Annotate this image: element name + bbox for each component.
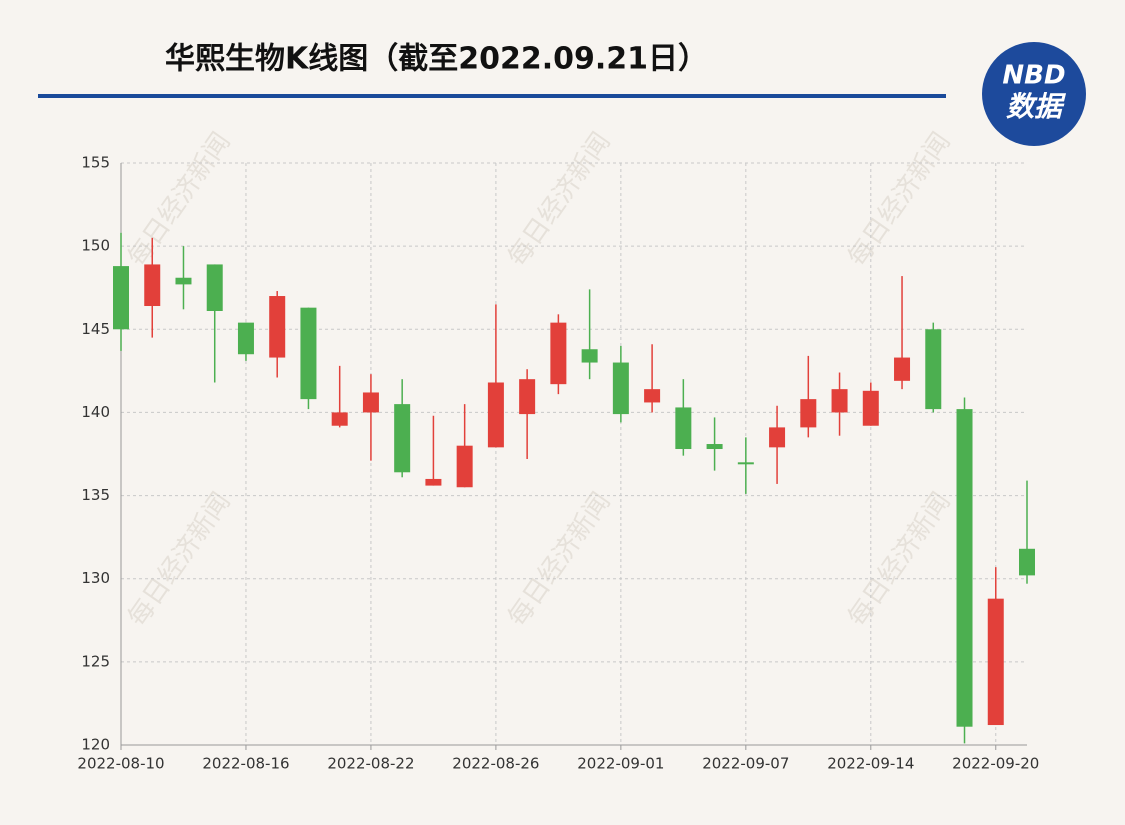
chart-title: 华熙生物K线图（截至2022.09.21日） — [165, 42, 708, 77]
watermark: 每日经济新闻 — [843, 487, 957, 632]
candle-body — [706, 444, 723, 450]
candle-body — [206, 264, 223, 311]
y-tick-label: 120 — [81, 736, 110, 754]
candle-body — [487, 382, 504, 448]
x-tick-label: 2022-08-26 — [452, 755, 539, 773]
watermark: 每日经济新闻 — [843, 127, 957, 272]
candle-body — [675, 407, 692, 450]
candle-body — [269, 296, 286, 358]
candle-body — [331, 412, 348, 426]
y-tick-label: 140 — [81, 403, 110, 421]
candle-body — [644, 389, 661, 403]
candle-body — [831, 389, 848, 413]
title-rule — [38, 94, 946, 98]
candle-body — [769, 427, 786, 448]
y-tick-label: 135 — [81, 486, 110, 504]
y-tick-label: 155 — [81, 154, 110, 172]
candle-body — [800, 399, 817, 428]
x-tick-label: 2022-09-20 — [952, 755, 1039, 773]
candle-body — [519, 379, 536, 415]
y-tick-label: 125 — [81, 652, 110, 670]
watermark: 每日经济新闻 — [123, 487, 237, 632]
x-tick-label: 2022-09-14 — [827, 755, 914, 773]
candle-body — [581, 349, 598, 363]
candle-body — [362, 392, 379, 413]
x-tick-label: 2022-08-22 — [327, 755, 414, 773]
candle-body — [425, 478, 442, 486]
candle-body — [175, 277, 192, 285]
candle-body — [1019, 548, 1035, 576]
candle-body — [956, 409, 973, 727]
candle-body — [394, 404, 411, 473]
candle-body — [456, 445, 473, 488]
candle-body — [862, 390, 879, 426]
y-tick-label: 145 — [81, 320, 110, 338]
logo-top: NBD — [1002, 61, 1065, 91]
logo-bottom: 数据 — [1006, 90, 1067, 123]
candle-body — [144, 264, 161, 307]
y-tick-label: 150 — [81, 237, 110, 255]
logo — [982, 42, 1086, 146]
candle-body — [987, 598, 1004, 726]
candle-body — [612, 362, 629, 415]
candle-body — [737, 462, 754, 465]
plot: 120 125 130 135 140 145 150 155 2022-08-10 2022-0… — [77, 154, 1039, 773]
x-tick-label: 2022-08-16 — [202, 755, 289, 773]
candle-body — [237, 322, 254, 355]
candle-body — [550, 322, 567, 385]
candle-body — [113, 266, 129, 330]
x-tick-label: 2022-09-01 — [577, 755, 664, 773]
x-tick-label: 2022-08-10 — [77, 755, 164, 773]
watermark: 每日经济新闻 — [503, 127, 617, 272]
candle-body — [894, 357, 911, 381]
candle-body — [300, 307, 317, 400]
watermark: 每日经济新闻 — [123, 127, 237, 272]
candle-body — [925, 329, 942, 410]
watermark: 每日经济新闻 — [503, 487, 617, 632]
y-tick-label: 130 — [81, 569, 110, 587]
x-tick-label: 2022-09-07 — [702, 755, 789, 773]
